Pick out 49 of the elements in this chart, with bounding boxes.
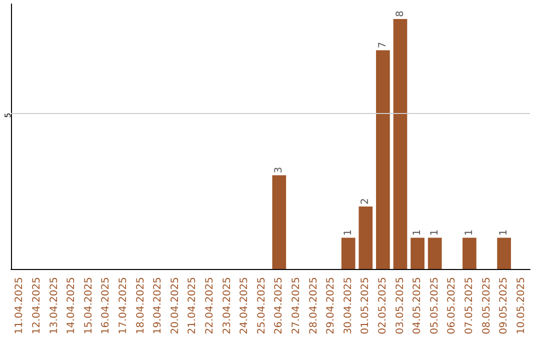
bar (376, 50, 390, 269)
bar (358, 206, 373, 269)
x-tick-label: 28.04.2025 (308, 277, 320, 334)
x-tick-label: 04.05.2025 (412, 277, 424, 334)
x-tick-label: 25.04.2025 (256, 277, 268, 334)
x-tick-label: 15.04.2025 (83, 277, 94, 334)
bar (272, 175, 286, 269)
x-tick-label: 06.05.2025 (446, 277, 458, 334)
x-tick-label: 03.05.2025 (394, 277, 406, 334)
data-label: 1 (412, 229, 424, 236)
x-tick-label: 20.04.2025 (170, 277, 181, 334)
data-label: 8 (394, 10, 406, 17)
x-tick-label: 18.04.2025 (135, 277, 146, 334)
data-label: 7 (377, 42, 388, 48)
data-label: 1 (342, 229, 354, 236)
bar (462, 238, 476, 269)
x-tick-label: 27.04.2025 (290, 277, 302, 334)
bar (341, 238, 356, 269)
x-tick-label: 30.04.2025 (342, 277, 354, 334)
x-tick-label: 08.05.2025 (481, 277, 492, 334)
x-tick-label: 10.05.2025 (516, 277, 527, 334)
x-tick-label: 14.04.2025 (66, 277, 78, 334)
x-tick-label: 01.05.2025 (360, 277, 372, 334)
x-tick-label: 29.04.2025 (326, 277, 337, 334)
data-label: 2 (360, 198, 372, 204)
x-tick-label: 24.04.2025 (239, 277, 250, 334)
x-tick-label: 17.04.2025 (118, 277, 129, 334)
x-tick-label: 22.04.2025 (204, 277, 216, 334)
x-tick-label: 13.04.2025 (48, 277, 60, 334)
ref-line-label: 5 (4, 112, 12, 118)
bar (393, 19, 408, 269)
x-tick-label: 21.04.2025 (187, 277, 198, 334)
x-tick-label: 02.05.2025 (377, 277, 388, 334)
x-tick-label: 09.05.2025 (498, 277, 510, 334)
x-tick-label: 12.04.2025 (31, 277, 42, 334)
x-tick-label: 19.04.2025 (152, 277, 164, 334)
bar (497, 238, 511, 269)
data-label: 1 (498, 229, 510, 236)
x-tick-label: 16.04.2025 (100, 277, 112, 334)
data-label: 3 (274, 166, 285, 174)
data-label: 1 (464, 229, 475, 236)
bar (410, 238, 424, 269)
data-label: 1 (429, 229, 440, 236)
x-tick-label: 23.04.2025 (222, 277, 233, 334)
x-tick-label: 11.04.2025 (14, 277, 26, 334)
x-tick-label: 26.04.2025 (274, 277, 285, 334)
x-tick-label: 07.05.2025 (464, 277, 475, 334)
bar (428, 238, 442, 269)
x-tick-label: 05.05.2025 (429, 277, 440, 334)
